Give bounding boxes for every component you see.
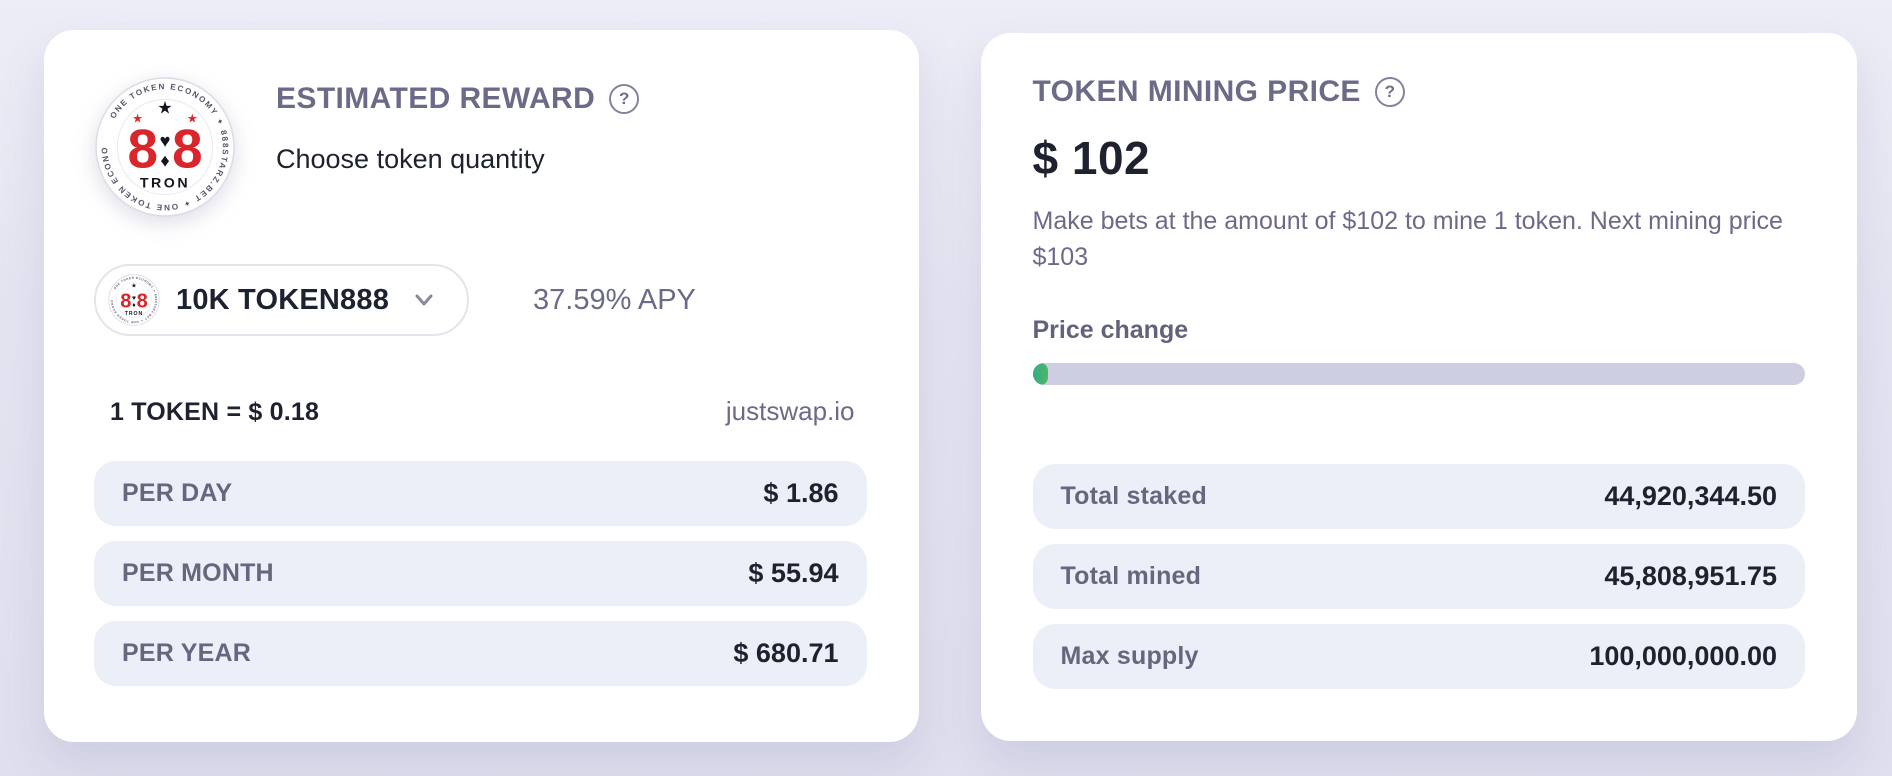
reward-header-text: ESTIMATED REWARD ? Choose token quantity — [276, 76, 640, 175]
token888-logo-small-icon: ONE TOKEN ECONOMY ✦ 888STARZ.BET ✦ ONE T… — [108, 274, 160, 326]
logo-diamond-icon: ♦ — [160, 149, 169, 170]
reward-title: ESTIMATED REWARD — [276, 82, 596, 115]
logo-tron-label: TRON — [125, 311, 143, 317]
token-quantity-value: 10K TOKEN888 — [176, 283, 390, 316]
logo-heart-icon: ♥ — [132, 295, 136, 302]
logo-tron-label: TRON — [140, 176, 190, 192]
per-day-row: PER DAY $ 1.86 — [94, 461, 867, 526]
per-month-label: PER MONTH — [122, 559, 274, 587]
logo-star-top-icon: ★ — [157, 98, 172, 118]
token-selector-row: ONE TOKEN ECONOMY ✦ 888STARZ.BET ✦ ONE T… — [94, 264, 867, 336]
logo-diamond-icon: ♦ — [132, 302, 136, 309]
total-mined-row: Total mined 45,808,951.75 — [1032, 544, 1805, 609]
total-mined-label: Total mined — [1060, 562, 1202, 590]
max-supply-row: Max supply 100,000,000.00 — [1032, 624, 1805, 689]
apy-value: 37.59% APY — [533, 283, 696, 316]
total-staked-value: 44,920,344.50 — [1604, 481, 1777, 511]
reward-rows: PER DAY $ 1.86 PER MONTH $ 55.94 PER YEA… — [94, 461, 867, 686]
logo-eight-right: 8 — [172, 117, 202, 179]
per-month-row: PER MONTH $ 55.94 — [94, 541, 867, 606]
price-progress-track — [1032, 362, 1805, 385]
token888-logo-icon: ONE TOKEN ECONOMY ✦ 888STARZ.BET ✦ ONE T… — [94, 76, 235, 217]
total-staked-row: Total staked 44,920,344.50 — [1032, 464, 1805, 529]
mining-help-icon[interactable]: ? — [1374, 77, 1405, 107]
token-rate-row: 1 TOKEN = $ 0.18 justswap.io — [94, 396, 867, 427]
mining-title: TOKEN MINING PRICE — [1032, 75, 1361, 108]
estimated-reward-card: ONE TOKEN ECONOMY ✦ 888STARZ.BET ✦ ONE T… — [44, 30, 919, 742]
logo-eight-left: 8 — [120, 290, 131, 312]
reward-subtitle: Choose token quantity — [276, 144, 545, 174]
token-mining-price-card: TOKEN MINING PRICE ? $ 102 Make bets at … — [980, 33, 1857, 741]
mining-price: $ 102 — [1032, 132, 1151, 184]
token-rate: 1 TOKEN = $ 0.18 — [110, 398, 320, 426]
mining-description: Make bets at the amount of $102 to mine … — [1032, 207, 1783, 272]
per-year-label: PER YEAR — [122, 639, 251, 667]
mining-rows: Total staked 44,920,344.50 Total mined 4… — [1032, 464, 1805, 689]
logo-heart-icon: ♥ — [160, 130, 171, 151]
logo-star-left-icon: ★ — [132, 112, 143, 126]
per-day-value: $ 1.86 — [763, 478, 839, 508]
reward-header: ONE TOKEN ECONOMY ✦ 888STARZ.BET ✦ ONE T… — [94, 76, 867, 218]
price-change-label: Price change — [1032, 315, 1189, 344]
logo-star-right-icon: ★ — [187, 112, 198, 126]
logo-eight-right: 8 — [137, 290, 148, 312]
chevron-down-icon — [411, 287, 437, 313]
max-supply-value: 100,000,000.00 — [1589, 641, 1777, 671]
per-month-value: $ 55.94 — [748, 558, 839, 588]
reward-help-icon[interactable]: ? — [609, 84, 640, 114]
cards-container: ONE TOKEN ECONOMY ✦ 888STARZ.BET ✦ ONE T… — [44, 30, 1857, 742]
logo-star-top-icon: ★ — [131, 283, 137, 290]
total-mined-value: 45,808,951.75 — [1604, 561, 1777, 591]
per-year-value: $ 680.71 — [733, 638, 839, 668]
logo-eight-left: 8 — [127, 117, 157, 179]
justswap-link[interactable]: justswap.io — [725, 396, 855, 426]
total-staked-label: Total staked — [1060, 482, 1207, 510]
per-year-row: PER YEAR $ 680.71 — [94, 621, 867, 686]
max-supply-label: Max supply — [1060, 642, 1199, 670]
token-quantity-select[interactable]: ONE TOKEN ECONOMY ✦ 888STARZ.BET ✦ ONE T… — [94, 264, 470, 336]
price-progress-fill — [1032, 362, 1048, 385]
mining-title-row: TOKEN MINING PRICE ? — [1033, 75, 1806, 109]
per-day-label: PER DAY — [122, 479, 233, 507]
